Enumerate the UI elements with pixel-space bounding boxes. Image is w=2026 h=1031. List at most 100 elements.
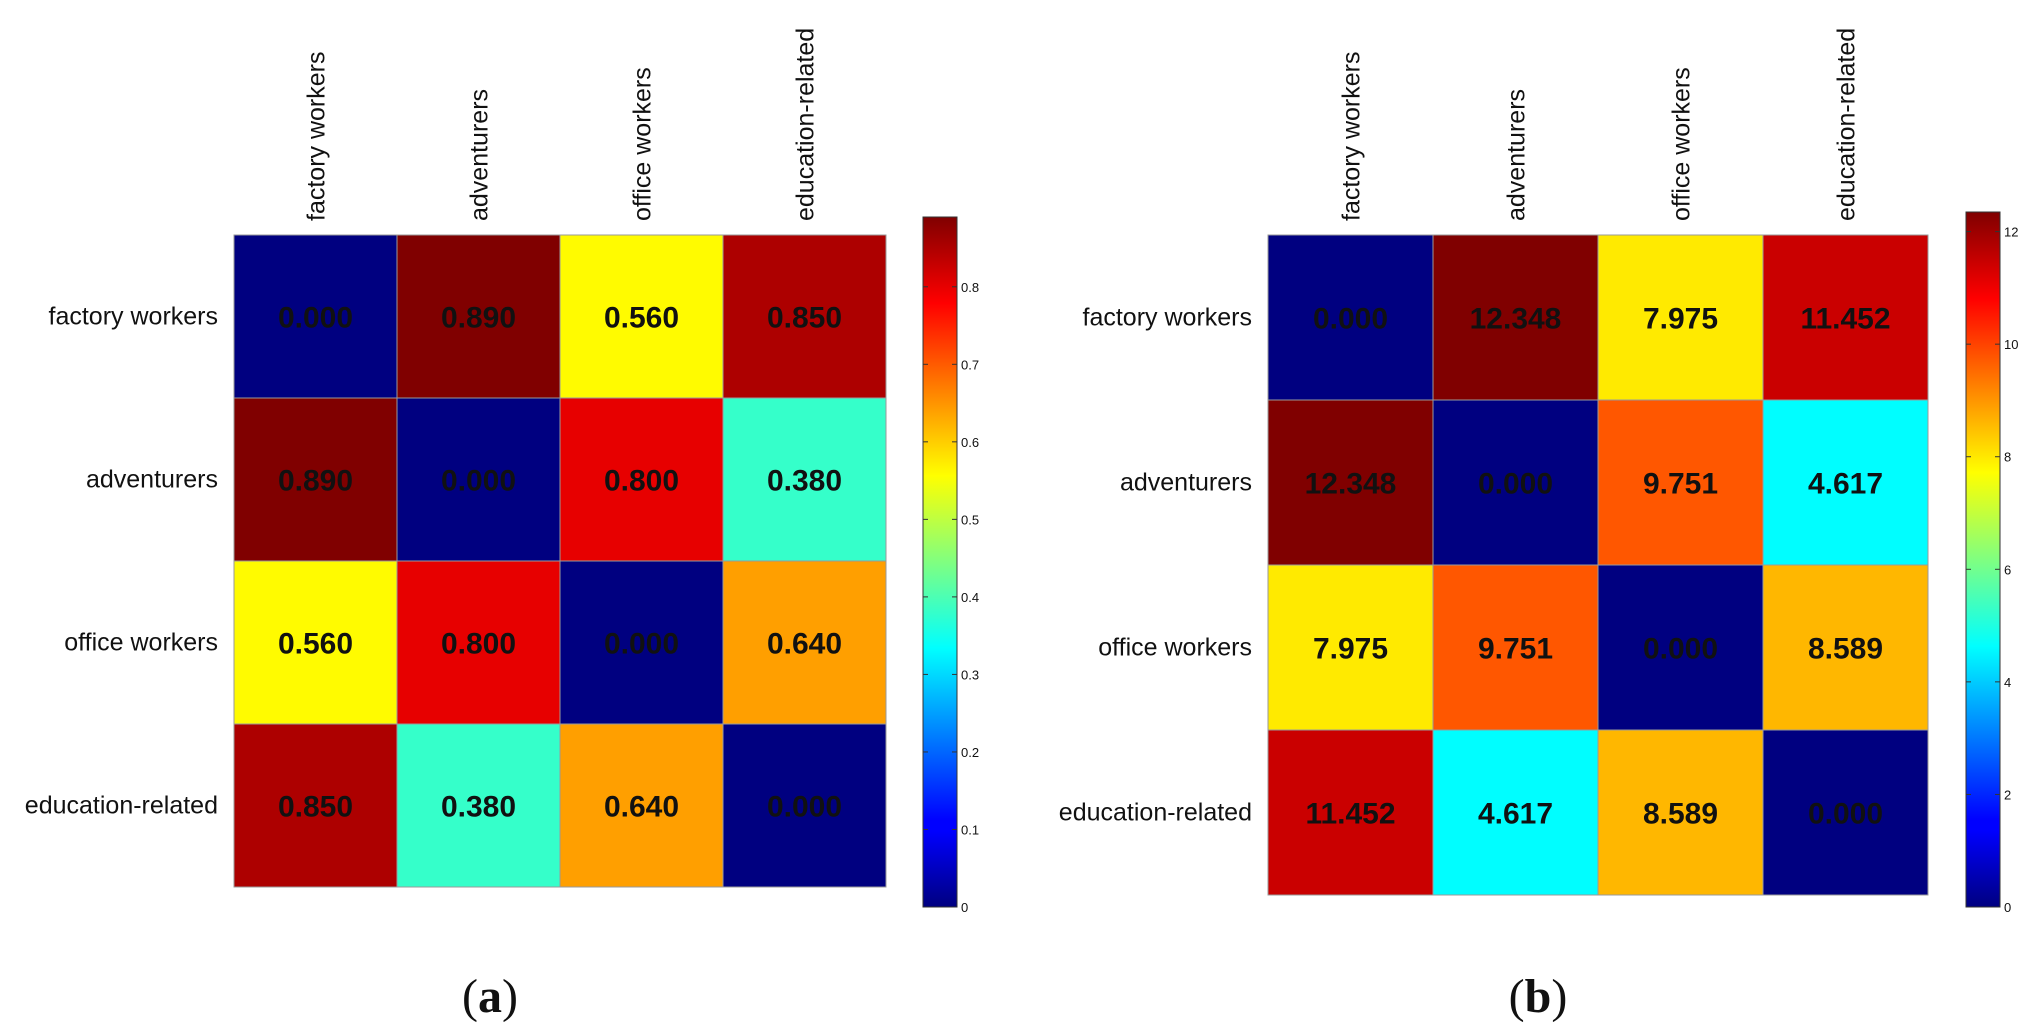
column-label: office workers — [629, 67, 657, 221]
colorbar-tick-label: 0.7 — [961, 357, 979, 372]
cell-value-label: 12.348 — [1305, 468, 1397, 501]
heatmap-cell — [1762, 564, 1929, 731]
heatmap-cell — [722, 723, 887, 888]
cell-value-label: 7.975 — [1313, 633, 1388, 666]
heatmap-cell — [1597, 234, 1764, 401]
row-label: education-related — [25, 792, 218, 820]
panel-label: (a) — [462, 970, 518, 1023]
cell-value-label: 0.000 — [278, 302, 353, 335]
colorbar-tick-label: 0 — [2004, 900, 2011, 915]
cell-value-label: 8.589 — [1808, 633, 1883, 666]
colorbar-tick-label: 12 — [2004, 225, 2018, 240]
cell-value-label: 0.380 — [441, 791, 516, 824]
column-label: education-related — [1833, 28, 1861, 221]
cell-value-label: 4.617 — [1478, 798, 1553, 831]
cell-value-label: 4.617 — [1808, 468, 1883, 501]
heatmap-cell — [396, 723, 561, 888]
cell-value-label: 0.000 — [604, 628, 679, 661]
row-label: office workers — [1098, 634, 1252, 662]
row-label: adventurers — [1120, 469, 1252, 497]
heatmap-cell — [396, 397, 561, 562]
colorbar-tick-label: 0.2 — [961, 745, 979, 760]
cell-value-label: 0.000 — [1643, 633, 1718, 666]
heatmap-panel-b: 0.000 12.348 7.975 11.452 12.348 0.000 9.751 4.… — [1059, 28, 2019, 1023]
cell-value-label: 0.640 — [767, 628, 842, 661]
colorbar — [922, 216, 958, 908]
colorbar-tick-label: 0.3 — [961, 667, 979, 682]
colorbar — [1965, 211, 2001, 908]
row-label: factory workers — [1083, 304, 1252, 332]
cell-value-label: 8.589 — [1643, 798, 1718, 831]
heatmap-cell — [233, 397, 398, 562]
cell-value-label: 11.452 — [1800, 303, 1890, 336]
heatmap-cell — [1267, 564, 1434, 731]
cell-value-label: 0.000 — [1313, 303, 1388, 336]
column-label: office workers — [1668, 67, 1696, 221]
heatmap-cell — [233, 723, 398, 888]
colorbar-tick-label: 0 — [961, 900, 968, 915]
heatmap-cell — [1597, 399, 1764, 566]
heatmap-cell — [1762, 399, 1929, 566]
colorbar-tick-label: 8 — [2004, 450, 2011, 465]
row-label: adventurers — [86, 466, 218, 494]
colorbar-tick-label: 6 — [2004, 562, 2011, 577]
panel-label: (b) — [1509, 970, 1568, 1023]
row-label: education-related — [1059, 799, 1252, 827]
panel-label-letter: b — [1525, 970, 1552, 1023]
cell-value-label: 0.800 — [604, 465, 679, 498]
cell-value-label: 0.890 — [441, 302, 516, 335]
colorbar-tick-label: 0.5 — [961, 512, 979, 527]
cell-value-label: 0.380 — [767, 465, 842, 498]
cell-value-label: 0.560 — [604, 302, 679, 335]
cell-value-label: 0.640 — [604, 791, 679, 824]
panel-label-letter: a — [478, 970, 502, 1023]
cell-value-label: 7.975 — [1643, 303, 1718, 336]
cell-value-label: 0.850 — [767, 302, 842, 335]
heatmap-cell — [559, 723, 724, 888]
heatmap-cell — [559, 234, 724, 399]
heatmap-cell — [1597, 729, 1764, 896]
colorbar-tick-label: 2 — [2004, 787, 2011, 802]
heatmap-cell — [1267, 729, 1434, 896]
cell-value-label: 12.348 — [1470, 303, 1562, 336]
heatmap-cell — [233, 234, 398, 399]
heatmap-cell — [559, 397, 724, 562]
cell-value-label: 0.000 — [1478, 468, 1553, 501]
heatmap-cell — [1762, 234, 1929, 401]
cell-value-label: 11.452 — [1305, 798, 1395, 831]
colorbar-tick-label: 0.6 — [961, 435, 979, 450]
colorbar-tick-label: 0.8 — [961, 280, 979, 295]
column-label: adventurers — [1503, 89, 1531, 221]
heatmap-cell — [1432, 729, 1599, 896]
cell-value-label: 0.890 — [278, 465, 353, 498]
panel-label-close: ) — [1551, 970, 1567, 1023]
cell-value-label: 9.751 — [1643, 468, 1718, 501]
row-label: factory workers — [49, 303, 218, 331]
cell-value-label: 0.800 — [441, 628, 516, 661]
colorbar-tick-label: 10 — [2004, 337, 2018, 352]
colorbar-tick-label: 4 — [2004, 675, 2011, 690]
heatmap-cell — [1597, 564, 1764, 731]
heatmap-cell — [1762, 729, 1929, 896]
cell-value-label: 0.000 — [441, 465, 516, 498]
column-label: adventurers — [466, 89, 494, 221]
heatmap-cell — [722, 397, 887, 562]
cell-value-label: 0.850 — [278, 791, 353, 824]
heatmap-cell — [1432, 234, 1599, 401]
row-label: office workers — [64, 629, 218, 657]
heatmap-panel-a: 0.000 0.890 0.560 0.850 0.890 0.000 0.800 0.380… — [25, 28, 979, 1023]
heatmap-cell — [396, 234, 561, 399]
panel-label-close: ) — [502, 970, 518, 1023]
heatmap-cell — [722, 234, 887, 399]
heatmap-cell — [1432, 399, 1599, 566]
colorbar-tick-label: 0.1 — [961, 822, 979, 837]
cell-value-label: 0.560 — [278, 628, 353, 661]
panel-label-open: ( — [462, 970, 478, 1023]
cell-value-label: 0.000 — [1808, 798, 1883, 831]
heatmap-cell — [722, 560, 887, 725]
cell-value-label: 9.751 — [1478, 633, 1553, 666]
heatmap-cell — [1267, 399, 1434, 566]
column-label: factory workers — [1338, 52, 1366, 221]
heatmap-cell — [1267, 234, 1434, 401]
